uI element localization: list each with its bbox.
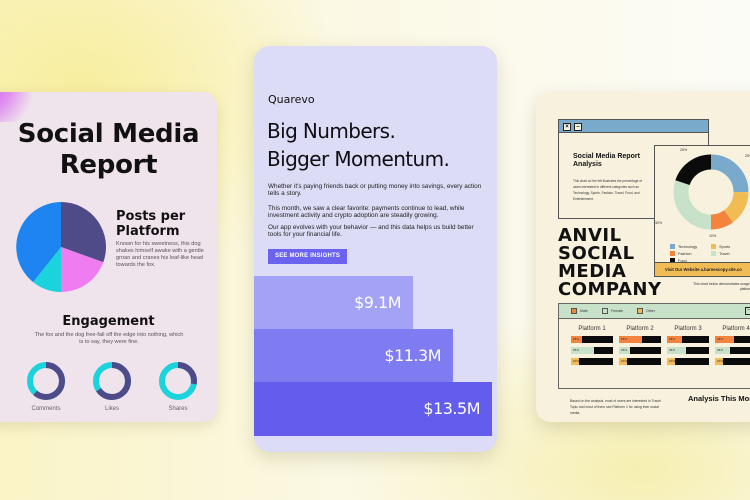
platform-name: Platform 3 — [674, 326, 702, 332]
pct-label: 25% — [680, 148, 688, 152]
minimize-icon[interactable]: – — [745, 307, 750, 315]
window-title: Social Media Report Analysis — [573, 153, 640, 168]
year-text: 20 — [740, 123, 750, 132]
headline-line1: Big Numbers. — [267, 119, 396, 143]
bar-other: 20% — [619, 358, 628, 365]
platform-1: Platform 1 25% 55% 20% — [571, 326, 613, 369]
window-description: This chart on the left illustrates the p… — [573, 179, 642, 201]
legend-item: Technology — [670, 244, 700, 249]
legend-item: Travel — [711, 251, 741, 256]
anvil-report-card[interactable]: × – Social Media Report Analysis This ch… — [536, 92, 750, 422]
report-title-line2: Report — [59, 150, 158, 180]
stat-bar-3: $13.5M — [254, 382, 492, 436]
stat-value: $11.3M — [384, 346, 441, 365]
bar-other: 20% — [667, 358, 676, 365]
company-line: MEDIA — [558, 261, 627, 282]
company-line: SOCIAL — [558, 243, 635, 264]
pct-label: 30% — [655, 221, 663, 225]
donut-label: Comments — [31, 406, 61, 412]
donut-chart-icon — [93, 362, 131, 400]
donut-chart-icon — [27, 362, 65, 400]
engagement-description: The fox and the dog free-fall off the ed… — [34, 332, 184, 345]
category-donut-chart — [673, 154, 749, 230]
report-title: Social Media Report — [0, 119, 217, 181]
engagement-title: Engagement — [62, 314, 155, 329]
bar-other: 20% — [571, 358, 580, 365]
posts-per-platform-title: Posts per Platform — [116, 209, 211, 239]
donut-chart-icon — [159, 362, 197, 400]
donut-shares: Shares — [148, 360, 208, 412]
category-chart-window: 25% 25% 30% 10% Technology Sports Fashio… — [654, 145, 750, 277]
social-media-report-card[interactable]: Social Media Report Posts per Platform K… — [0, 92, 217, 422]
legend-male: Male — [571, 308, 588, 314]
platform-name: Platform 4 — [722, 326, 750, 332]
window-titlebar: × – — [559, 120, 708, 133]
bar-male: 55% — [619, 336, 643, 343]
close-icon[interactable]: × — [563, 123, 571, 131]
quarevo-card[interactable]: Quarevo Big Numbers. Bigger Momentum. Wh… — [254, 46, 497, 452]
posts-pie-chart — [16, 202, 106, 292]
stat-value: $13.5M — [423, 399, 480, 418]
posts-title-line2: Platform — [116, 224, 180, 239]
donut-label: Shares — [168, 406, 188, 412]
legend-item: Sports — [711, 244, 741, 249]
chart-legend: Technology Sports Fashion Travel Food — [670, 244, 750, 265]
visit-website-link[interactable]: Visit Our Website a.barnescopy.site.co — [655, 262, 750, 276]
bar-female: 25% — [619, 347, 630, 354]
bar-female: 55% — [571, 347, 595, 354]
headline: Big Numbers. Bigger Momentum. — [267, 117, 492, 173]
year-label: 20 Rep — [740, 123, 750, 141]
paragraph-3: Our app evolves with your behavior — and… — [268, 224, 474, 239]
pct-label: 25% — [745, 154, 750, 158]
company-line: COMPANY — [558, 279, 662, 300]
panel-header: Male Female Other – — [559, 304, 750, 319]
stat-bar-2: $11.3M — [254, 329, 453, 382]
bar-male: 35% — [667, 336, 682, 343]
legend-item: Fashion — [670, 251, 700, 256]
platform-2: Platform 2 55% 25% 20% — [619, 326, 661, 369]
analysis-this-month-label: Analysis This Month — [688, 394, 750, 403]
platform-usage-panel: Male Female Other – Platform 1 25% 55% 2… — [558, 303, 750, 389]
bar-female: 35% — [715, 347, 730, 354]
headline-line2: Bigger Momentum. — [267, 147, 450, 171]
stat-bar-1: $9.1M — [254, 276, 413, 329]
bar-male: 45% — [715, 336, 734, 343]
paragraph-1: Whether it's paying friends back or putt… — [268, 183, 482, 198]
platform-name: Platform 2 — [626, 326, 654, 332]
brand-name: Quarevo — [268, 93, 315, 106]
legend-other: Other — [637, 308, 655, 314]
donut-label: Likes — [104, 406, 119, 412]
bar-other: 20% — [715, 358, 724, 365]
analysis-note: Based on the analysis, most of users are… — [570, 399, 661, 415]
report-text: Rep — [740, 132, 750, 141]
bar-male: 25% — [571, 336, 582, 343]
pct-label: 10% — [709, 234, 717, 238]
chart-note: This chart below demonstrates usage of d… — [693, 282, 750, 291]
decorative-gradient-blob — [0, 92, 40, 122]
paragraph-2: This month, we saw a clear favorite: pay… — [268, 205, 465, 220]
donut-likes: Likes — [82, 360, 142, 412]
platform-name: Platform 1 — [578, 326, 606, 332]
stat-value: $9.1M — [354, 293, 401, 312]
report-title-line1: Social Media — [17, 119, 200, 149]
posts-title-line1: Posts per — [116, 209, 186, 224]
company-line: ANVIL — [558, 225, 622, 246]
legend-item: Food — [670, 258, 700, 263]
company-title: ANVIL SOCIAL MEDIA COMPANY — [558, 227, 662, 299]
bar-female: 45% — [667, 347, 686, 354]
see-more-insights-button[interactable]: SEE MORE INSIGHTS — [268, 249, 348, 264]
platform-3: Platform 3 35% 45% 20% — [667, 326, 709, 369]
platform-4: Platform 4 45% 35% 20% — [715, 326, 750, 369]
posts-description: Known for his sweetness, this dog shakes… — [116, 241, 204, 268]
donut-comments: Comments — [16, 360, 76, 412]
minimize-icon[interactable]: – — [574, 123, 582, 131]
legend-female: Female — [602, 308, 623, 314]
